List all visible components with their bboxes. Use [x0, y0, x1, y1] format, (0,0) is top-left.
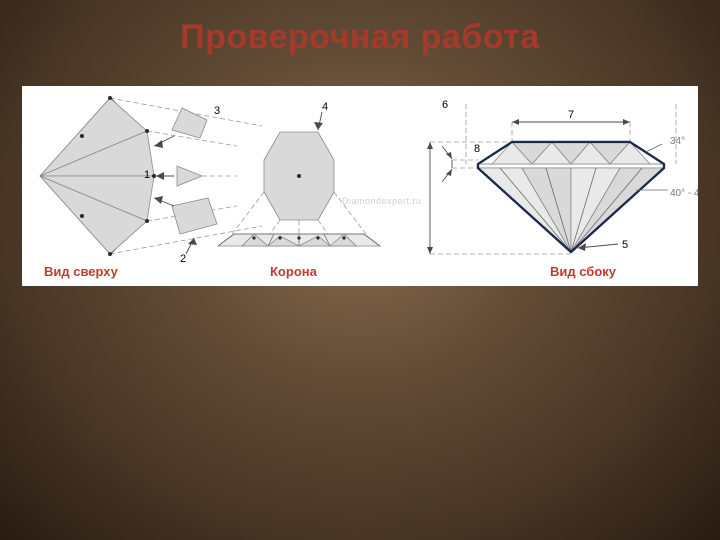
slide: Проверочная работа	[0, 0, 720, 540]
caption-side-view: Вид сбоку	[550, 264, 617, 279]
label-2: 2	[180, 253, 186, 265]
label-6: 6	[442, 99, 448, 111]
label-3: 3	[214, 105, 220, 117]
crown-group: 4	[218, 101, 380, 246]
caption-top-view: Вид сверху	[44, 264, 119, 279]
diagram-panel: 1 2 3 Вид сверху 4	[22, 86, 698, 286]
watermark-text: Diamondexpert.ru	[342, 196, 422, 206]
slide-title: Проверочная работа	[0, 18, 720, 57]
side-view-group: 7 6 8	[427, 99, 698, 254]
label-1: 1	[144, 169, 150, 181]
label-4: 4	[322, 101, 328, 113]
diamond-diagram: 1 2 3 Вид сверху 4	[22, 86, 698, 286]
label-8: 8	[474, 143, 480, 155]
label-5: 5	[622, 239, 628, 251]
angle-crown: 34°	[670, 136, 685, 147]
label-7: 7	[568, 109, 574, 121]
caption-crown: Корона	[270, 264, 318, 279]
angle-pavilion: 40° - 45°	[670, 188, 698, 199]
